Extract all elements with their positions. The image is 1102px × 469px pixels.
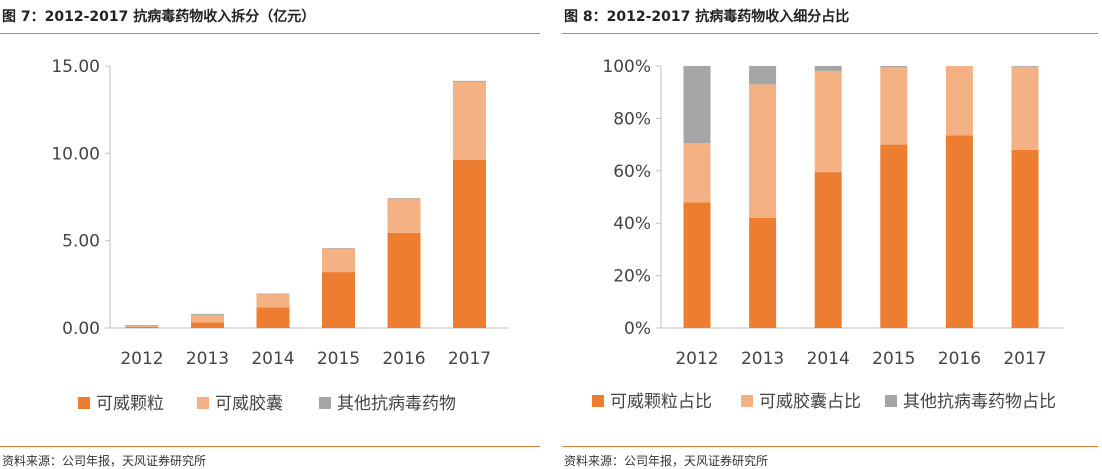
bar-segment-1 <box>322 272 355 328</box>
x-tick-label: 2017 <box>448 349 491 369</box>
bar-segment-2 <box>749 84 777 218</box>
legend-swatch <box>885 395 897 407</box>
legend-swatch <box>78 397 90 409</box>
bar-segment-2 <box>125 325 159 327</box>
y-tick-label: 10.00 <box>51 144 100 164</box>
stacked-bar-chart-share: 0% 20% 40% 60% 80% 100% 2012 2013 2014 2015 2016 20… <box>592 57 1064 412</box>
y-tick-label: 60% <box>613 162 651 182</box>
bar-segment-2 <box>256 293 290 308</box>
y-tick-label: 20% <box>613 267 651 287</box>
x-tick-label: 2012 <box>120 349 163 369</box>
bar-segment-2 <box>191 314 224 323</box>
x-tick-label: 2017 <box>1003 349 1046 369</box>
source-note: 资料来源：公司年报，天风证券研究所 <box>564 454 769 468</box>
chart-panel-right: 图 8：2012-2017 抗病毒药物收入细分占比 0% 20% 40% 60% 80%… <box>562 0 1102 468</box>
y-tick-label: 5.00 <box>62 232 100 252</box>
bar-segment-1 <box>749 217 777 328</box>
bar-segment-3 <box>749 66 777 85</box>
y-tick-label: 100% <box>602 57 651 77</box>
chart-title: 图 8：2012-2017 抗病毒药物收入细分占比 <box>564 9 850 25</box>
bar-segment-3 <box>880 66 908 68</box>
bar-segment-1 <box>1011 149 1039 328</box>
legend-label: 可威胶囊占比 <box>759 392 861 412</box>
bar-segment-3 <box>453 80 486 82</box>
y-tick-label: 80% <box>613 109 651 129</box>
bar-segment-1 <box>814 172 842 328</box>
legend-label: 其他抗病毒药物 <box>337 394 456 414</box>
x-tick-label: 2016 <box>382 349 425 369</box>
source-note: 资料来源：公司年报，天风证券研究所 <box>2 454 207 468</box>
bar-segment-3 <box>683 66 711 144</box>
bar-segment-2 <box>880 67 908 145</box>
y-tick-label: 0.00 <box>62 319 100 339</box>
legend-swatch <box>741 395 753 407</box>
title-divider <box>562 33 1098 34</box>
bar-segment-2 <box>945 66 973 136</box>
x-tick-label: 2015 <box>872 349 915 369</box>
x-tick-label: 2012 <box>675 349 718 369</box>
x-tick-label: 2014 <box>807 349 850 369</box>
bar-segment-3 <box>191 313 224 315</box>
bar-segment-3 <box>1011 66 1039 67</box>
bar-segment-2 <box>453 81 486 160</box>
legend-swatch <box>197 397 209 409</box>
legend-label: 其他抗病毒药物占比 <box>903 392 1056 412</box>
chart-title: 图 7：2012-2017 抗病毒药物收入拆分（亿元） <box>2 9 316 25</box>
stacked-bar-chart-revenue: 0.00 5.00 10.00 15.00 2012 2013 2014 2015 2016 20… <box>51 57 509 414</box>
bar-segment-1 <box>387 232 421 328</box>
bar-segment-3 <box>322 248 355 249</box>
x-tick-label: 2013 <box>186 349 229 369</box>
bar-segment-1 <box>191 322 224 328</box>
bar-segment-2 <box>322 248 355 273</box>
y-tick-label: 40% <box>613 214 651 234</box>
bar-segment-3 <box>387 198 421 199</box>
chart-panel-left: 图 7：2012-2017 抗病毒药物收入拆分（亿元） 0.00 5.00 10.0… <box>0 0 540 468</box>
bar-segment-2 <box>814 71 842 173</box>
legend-label: 可威颗粒占比 <box>610 392 712 412</box>
bar-segment-1 <box>880 144 908 328</box>
bar-segment-2 <box>683 143 711 203</box>
y-tick-label: 0% <box>624 319 651 339</box>
legend-label: 可威胶囊 <box>215 394 283 414</box>
bar-segment-1 <box>683 202 711 328</box>
bar-segment-3 <box>256 293 290 295</box>
x-tick-label: 2014 <box>251 349 294 369</box>
x-tick-label: 2015 <box>317 349 360 369</box>
bar-segment-2 <box>387 198 421 233</box>
bar-segment-3 <box>814 66 842 72</box>
bar-segment-1 <box>125 326 159 328</box>
legend-swatch <box>319 397 331 409</box>
source-divider <box>562 446 1098 447</box>
x-tick-label: 2016 <box>938 349 981 369</box>
legend-swatch <box>592 395 604 407</box>
bar-segment-1 <box>945 135 973 328</box>
bar-segment-1 <box>256 307 290 328</box>
bar-segment-2 <box>1011 66 1039 150</box>
legend-label: 可威颗粒 <box>96 394 164 414</box>
bar-segment-3 <box>125 325 159 326</box>
y-tick-label: 15.00 <box>51 57 100 77</box>
source-divider <box>0 446 540 447</box>
bar-segment-1 <box>453 159 486 328</box>
x-tick-label: 2013 <box>741 349 784 369</box>
title-divider <box>0 33 540 34</box>
